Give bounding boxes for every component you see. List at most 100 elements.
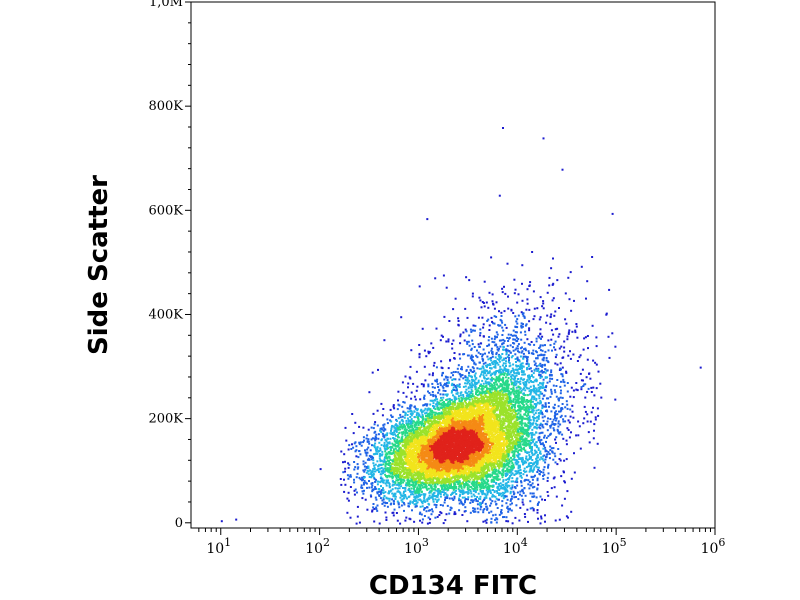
data-point xyxy=(512,455,515,458)
data-point xyxy=(490,376,493,379)
data-point xyxy=(506,498,509,501)
data-point xyxy=(382,408,385,410)
data-point xyxy=(467,420,469,423)
data-point xyxy=(469,475,472,478)
data-point xyxy=(413,479,416,482)
data-point xyxy=(476,408,479,411)
data-point xyxy=(442,410,445,413)
data-point xyxy=(494,518,497,521)
data-point xyxy=(410,397,413,400)
data-point xyxy=(506,388,509,391)
data-point xyxy=(537,354,539,357)
data-point xyxy=(510,470,513,473)
data-point xyxy=(475,482,478,485)
data-point xyxy=(552,384,555,387)
data-point xyxy=(525,382,528,385)
data-point xyxy=(450,477,453,480)
data-point xyxy=(545,440,547,443)
data-point xyxy=(519,380,522,383)
data-point xyxy=(483,432,486,435)
data-point xyxy=(451,428,454,431)
data-point xyxy=(366,458,369,461)
data-point xyxy=(449,401,452,404)
data-point xyxy=(550,390,553,393)
data-point xyxy=(399,471,402,474)
data-point xyxy=(426,479,428,482)
data-point xyxy=(488,486,491,489)
data-point xyxy=(418,512,421,515)
data-point xyxy=(399,452,402,455)
data-point xyxy=(446,495,449,498)
data-point xyxy=(383,460,386,463)
data-point xyxy=(426,417,429,420)
data-point xyxy=(520,476,523,479)
data-point xyxy=(368,476,371,478)
data-point xyxy=(527,479,530,482)
data-point xyxy=(527,374,529,377)
data-point xyxy=(490,448,493,451)
data-point xyxy=(373,476,375,479)
data-point xyxy=(484,484,487,487)
data-point xyxy=(514,384,517,387)
data-point xyxy=(487,483,490,486)
data-point xyxy=(440,396,442,399)
data-point xyxy=(376,483,379,486)
data-point xyxy=(549,395,552,398)
data-point xyxy=(470,476,473,479)
data-point xyxy=(472,468,475,471)
data-point xyxy=(417,417,420,420)
data-point xyxy=(465,408,468,411)
data-point xyxy=(462,422,465,424)
data-point xyxy=(411,481,414,483)
data-point xyxy=(403,509,405,512)
data-point xyxy=(371,488,374,491)
data-point xyxy=(425,487,428,490)
data-point xyxy=(537,468,540,471)
data-point xyxy=(519,436,522,438)
data-point xyxy=(443,401,445,403)
data-point xyxy=(368,442,371,445)
data-point xyxy=(497,413,500,416)
data-point xyxy=(509,430,512,433)
data-point xyxy=(424,479,427,482)
data-point xyxy=(402,453,405,456)
data-point xyxy=(460,400,463,403)
data-point xyxy=(453,497,456,500)
data-point xyxy=(535,496,538,499)
data-point xyxy=(386,502,389,504)
data-point xyxy=(482,509,485,512)
data-point xyxy=(420,411,423,414)
data-point xyxy=(516,484,519,487)
data-point xyxy=(392,495,395,498)
data-point xyxy=(484,394,487,396)
data-point xyxy=(420,501,423,503)
data-point xyxy=(419,505,422,508)
data-point xyxy=(435,482,438,485)
data-point xyxy=(380,491,382,494)
data-point xyxy=(465,472,468,475)
data-point xyxy=(524,394,527,397)
data-point xyxy=(436,468,439,471)
data-point xyxy=(450,484,452,487)
data-point xyxy=(523,444,526,447)
data-point xyxy=(360,484,363,487)
data-point xyxy=(431,459,434,461)
data-point xyxy=(431,386,434,389)
data-point xyxy=(527,435,530,438)
data-point xyxy=(362,436,365,439)
data-point xyxy=(583,405,586,408)
data-point xyxy=(490,510,493,513)
data-point xyxy=(490,467,493,470)
data-point xyxy=(502,484,505,486)
data-point xyxy=(367,457,370,460)
data-point xyxy=(378,457,381,460)
data-point xyxy=(448,497,451,500)
data-point xyxy=(371,490,374,493)
data-point xyxy=(386,505,389,508)
data-point xyxy=(415,448,418,451)
data-point xyxy=(531,395,534,398)
data-point xyxy=(374,452,377,455)
data-point xyxy=(407,419,410,422)
data-point xyxy=(541,431,544,434)
data-point xyxy=(433,415,436,418)
